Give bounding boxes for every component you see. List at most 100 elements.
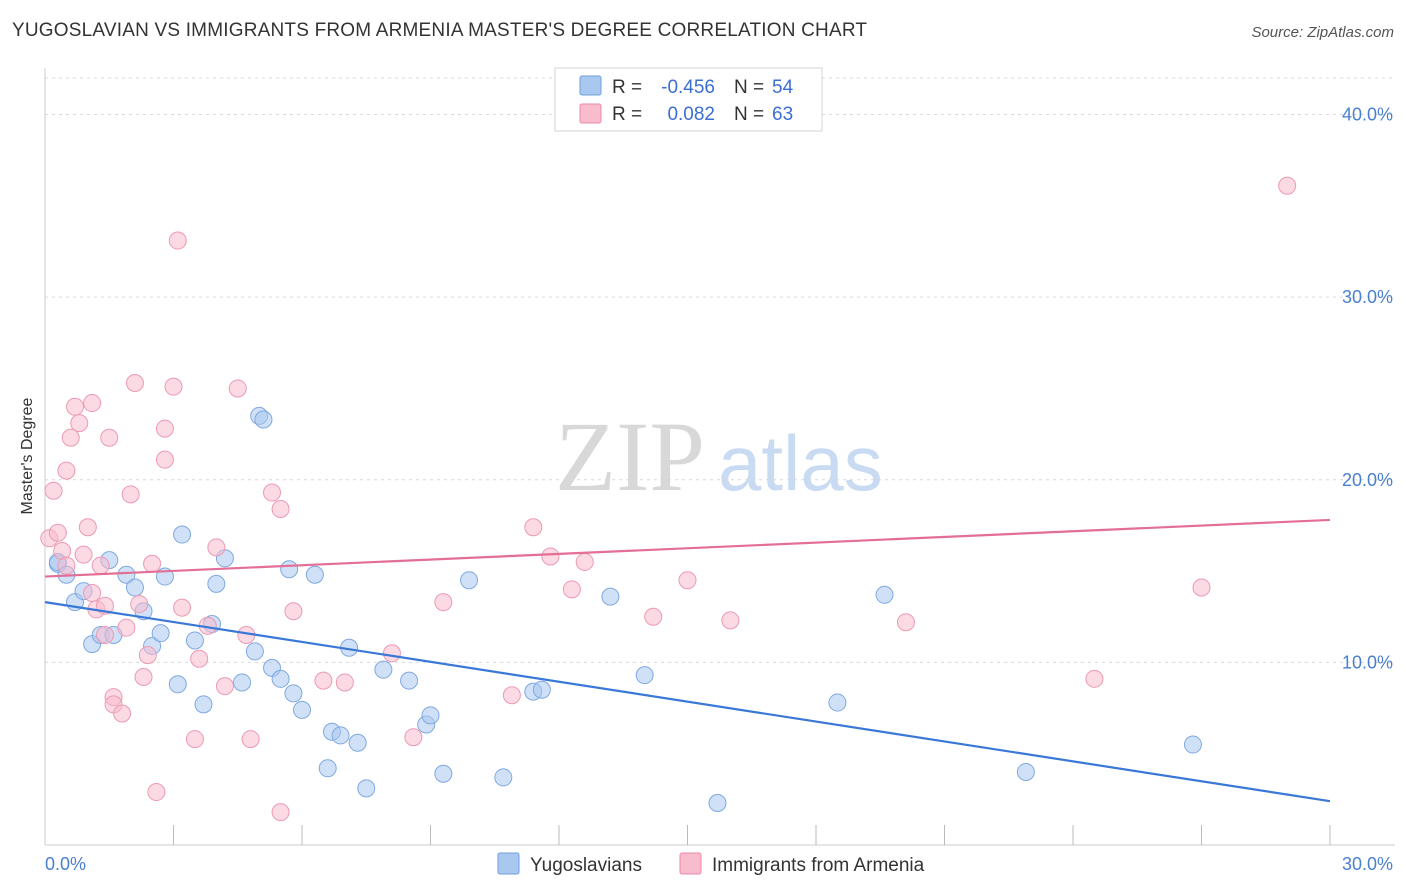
point-armenia xyxy=(524,518,543,537)
point-armenia xyxy=(91,556,110,575)
point-yugoslavians xyxy=(601,587,620,606)
point-yugoslavians xyxy=(168,675,187,694)
point-armenia xyxy=(215,677,234,696)
point-armenia xyxy=(678,571,697,590)
legend-r-value-1: -0.456 xyxy=(661,77,715,98)
point-yugoslavians xyxy=(1183,735,1202,754)
point-yugoslavians xyxy=(245,642,264,661)
point-armenia xyxy=(57,461,76,480)
point-yugoslavians xyxy=(117,565,136,584)
point-yugoslavians xyxy=(173,525,192,544)
y-tick-labels: 10.0% 20.0% 30.0% 40.0% xyxy=(1342,105,1393,673)
point-armenia xyxy=(48,523,67,542)
point-armenia xyxy=(143,554,162,573)
point-armenia xyxy=(95,625,114,644)
x-tick-label-min: 0.0% xyxy=(45,854,86,874)
point-yugoslavians xyxy=(434,764,453,783)
point-yugoslavians xyxy=(357,779,376,798)
point-yugoslavians xyxy=(460,571,479,590)
bottom-legend-label-yugoslavians: Yugoslavians xyxy=(530,855,642,876)
point-armenia xyxy=(271,803,290,822)
legend-r-label-1: R = xyxy=(612,77,642,98)
legend-r-value-2: 0.082 xyxy=(667,104,715,125)
series-legend: Yugoslavians Immigrants from Armenia xyxy=(497,852,925,876)
point-armenia xyxy=(335,673,354,692)
point-yugoslavians xyxy=(828,693,847,712)
source-credit: Source: ZipAtlas.com xyxy=(1251,24,1394,41)
point-yugoslavians xyxy=(293,700,311,719)
y-tick-label: 40.0% xyxy=(1342,105,1393,125)
point-armenia xyxy=(541,547,560,566)
point-yugoslavians xyxy=(280,560,299,579)
x-ticks xyxy=(173,825,1331,845)
legend-n-value-2: 63 xyxy=(772,104,793,125)
point-yugoslavians xyxy=(207,574,226,593)
point-armenia xyxy=(185,730,204,749)
point-armenia xyxy=(57,556,76,575)
point-armenia xyxy=(168,231,187,250)
point-armenia xyxy=(44,481,63,500)
point-yugoslavians xyxy=(331,726,350,745)
point-armenia xyxy=(78,518,97,537)
point-armenia xyxy=(228,379,247,398)
y-axis-label: Master's Degree xyxy=(19,397,36,514)
point-armenia xyxy=(382,644,401,663)
watermark-atlas: atlas xyxy=(718,419,883,507)
bottom-legend-label-armenia: Immigrants from Armenia xyxy=(712,855,925,876)
point-yugoslavians xyxy=(494,768,513,787)
legend-swatch-pink xyxy=(579,103,602,124)
point-armenia xyxy=(164,377,183,396)
y-tick-label: 30.0% xyxy=(1342,287,1393,307)
point-armenia xyxy=(134,667,153,686)
point-armenia xyxy=(155,450,174,469)
legend-r-label-2: R = xyxy=(612,104,642,125)
point-armenia xyxy=(502,686,521,705)
legend-n-label-2: N = xyxy=(734,104,764,125)
point-yugoslavians xyxy=(875,585,894,604)
point-armenia xyxy=(562,580,581,599)
point-armenia xyxy=(404,728,423,747)
point-armenia xyxy=(575,552,594,571)
point-yugoslavians xyxy=(421,706,440,725)
point-armenia xyxy=(113,704,132,723)
correlation-legend: R = -0.456 N = 54 R = 0.082 N = 63 xyxy=(554,67,823,132)
point-yugoslavians xyxy=(125,578,144,597)
point-armenia xyxy=(1192,578,1211,597)
point-armenia xyxy=(241,730,260,749)
point-armenia xyxy=(1278,176,1297,195)
point-armenia xyxy=(117,618,136,637)
point-armenia xyxy=(434,593,453,612)
point-armenia xyxy=(721,611,740,630)
point-yugoslavians xyxy=(185,631,204,650)
point-yugoslavians xyxy=(1016,762,1035,781)
point-armenia xyxy=(190,649,209,668)
point-yugoslavians xyxy=(305,565,324,584)
point-armenia xyxy=(173,598,192,617)
point-yugoslavians xyxy=(532,680,551,699)
watermark-zip: ZIP xyxy=(555,401,705,512)
point-yugoslavians xyxy=(233,673,252,692)
legend-swatch-blue xyxy=(579,75,602,96)
point-armenia xyxy=(644,607,663,626)
point-armenia xyxy=(70,414,89,433)
point-armenia xyxy=(121,485,140,504)
point-yugoslavians xyxy=(400,671,419,690)
y-tick-label: 10.0% xyxy=(1342,652,1393,672)
x-tick-label-max: 30.0% xyxy=(1342,854,1393,874)
legend-n-value-1: 54 xyxy=(772,77,794,98)
chart-title: YUGOSLAVIAN VS IMMIGRANTS FROM ARMENIA M… xyxy=(12,20,868,41)
point-armenia xyxy=(896,613,915,632)
point-armenia xyxy=(207,538,226,557)
trend-line-yugoslavians xyxy=(44,601,1331,803)
point-yugoslavians xyxy=(271,669,290,688)
point-armenia xyxy=(100,428,119,447)
point-armenia xyxy=(271,499,290,518)
point-yugoslavians xyxy=(374,660,393,679)
point-armenia xyxy=(147,783,166,802)
point-armenia xyxy=(263,483,282,502)
point-yugoslavians xyxy=(151,624,170,643)
series-armenia-points xyxy=(40,176,1297,822)
point-armenia xyxy=(125,373,144,392)
point-armenia xyxy=(314,671,333,690)
